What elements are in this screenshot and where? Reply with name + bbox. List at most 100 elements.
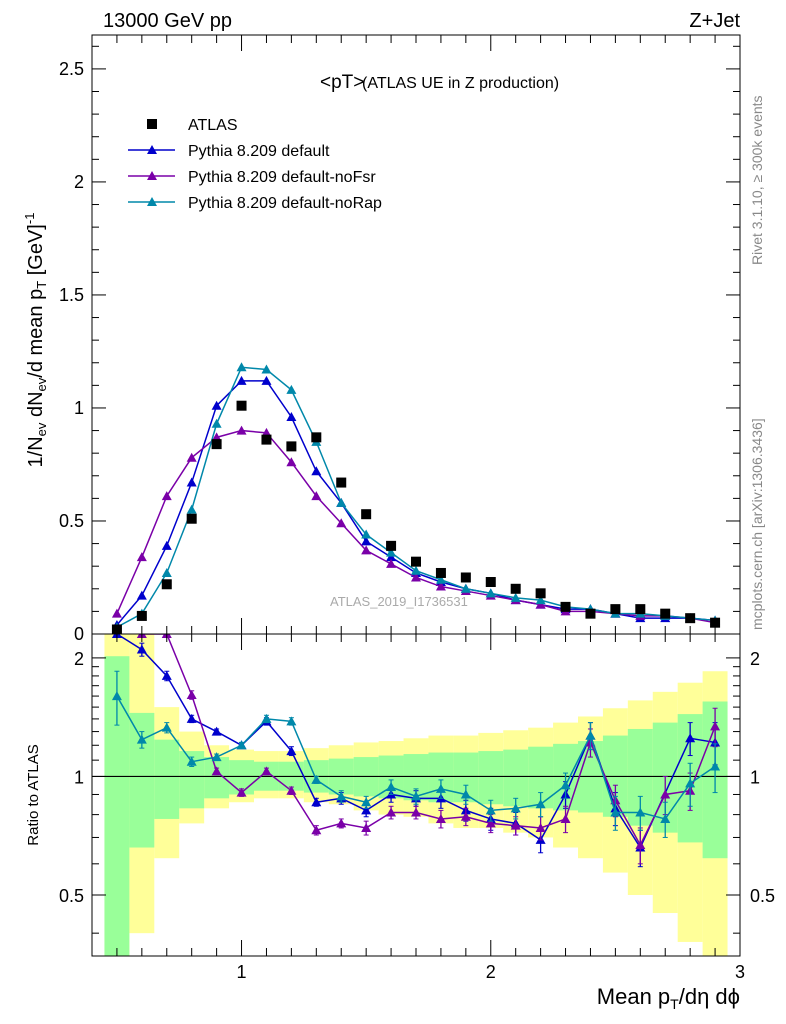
series-point [286, 457, 297, 467]
ratio-point [311, 774, 322, 784]
rivet-label: Rivet 3.1.10, ≥ 300k events [749, 95, 765, 265]
band-bin [154, 739, 180, 819]
legend-marker [147, 171, 157, 180]
ratio-point [685, 733, 696, 743]
ratio-point [386, 782, 397, 792]
ratio-point [211, 726, 222, 736]
ratio-point [610, 807, 621, 817]
y-tick-label: 1 [74, 398, 84, 418]
ratio-point [560, 780, 571, 790]
data-point [386, 540, 397, 551]
series-point [136, 590, 147, 600]
ratio-point [685, 778, 696, 788]
ratio-point [161, 670, 172, 680]
data-point [211, 439, 222, 450]
ratio-point [710, 761, 721, 771]
series-point [535, 599, 546, 609]
series-line [116, 380, 716, 626]
ratio-point [186, 756, 197, 766]
ratio-point [660, 789, 671, 799]
series-point [460, 583, 471, 593]
series-point [211, 432, 222, 442]
x-axis-label: Mean pT/dη dϕ [597, 984, 740, 1012]
y-tick-label: 2 [74, 172, 84, 192]
data-point [361, 509, 372, 520]
series-point [411, 565, 421, 575]
ratio-point [111, 691, 122, 701]
ratio-point [336, 791, 347, 801]
legend-marker [147, 119, 157, 129]
ratio-point [411, 807, 421, 817]
ratio-point [211, 766, 222, 776]
data-point [236, 400, 247, 411]
ratio-point [635, 807, 646, 817]
y-tick-label: 0.5 [59, 511, 84, 531]
series-point [361, 545, 372, 555]
watermark: ATLAS_2019_I1736531 [330, 594, 468, 609]
ratio-point [535, 799, 546, 809]
ratio-point [161, 722, 172, 732]
ratio-point [261, 766, 272, 776]
ratio-point [136, 734, 147, 744]
series-point [111, 608, 122, 618]
series-point [435, 581, 446, 591]
ratio-y-tick-label-right: 0.5 [750, 886, 775, 906]
ratio-point [485, 805, 496, 815]
legend: ATLAS Pythia 8.209 default Pythia 8.209 de… [128, 117, 382, 212]
series-point [186, 452, 197, 462]
data-point [510, 583, 521, 594]
ratio-point [311, 825, 322, 835]
ratio-y-tick-label-right: 2 [750, 649, 760, 669]
series-line [116, 366, 716, 628]
ratio-point [236, 787, 247, 797]
series-point [361, 536, 372, 546]
header-left: 13000 GeV pp [103, 10, 232, 32]
ratio-point [460, 789, 471, 799]
y-axis-label-main: 1/Nev dNev/d mean pT [GeV]-1 [22, 213, 49, 468]
ratio-point [361, 822, 372, 832]
ratio-point [261, 713, 272, 723]
data-point [610, 604, 621, 615]
series-point [261, 427, 272, 437]
legend-label: Pythia 8.209 default-noRap [188, 195, 382, 212]
ratio-point [286, 716, 297, 726]
ratio-point [535, 822, 546, 832]
ratio-point [211, 752, 222, 762]
data-point [535, 588, 546, 599]
series-point [286, 412, 297, 422]
data-point [660, 608, 671, 619]
series-point [136, 552, 147, 562]
series-point [261, 375, 272, 385]
ratio-point [136, 644, 147, 654]
series-point [186, 477, 197, 487]
ratio-y-tick-label-right: 1 [750, 767, 760, 787]
ratio-point [186, 690, 197, 700]
data-point [411, 556, 421, 567]
series-point [311, 466, 322, 476]
series-point [386, 558, 397, 568]
ratio-point [411, 791, 421, 801]
series-point [161, 540, 172, 550]
header-right: Z+Jet [689, 10, 740, 32]
data-point [460, 572, 471, 583]
data-point [635, 604, 646, 615]
ratio-point [286, 746, 297, 756]
series-point [236, 375, 247, 385]
mcplots-label: mcplots.cern.ch [arXiv:1306.3436] [749, 418, 765, 630]
ratio-point [435, 783, 446, 793]
series-pythia-8-209-default-norap [111, 362, 721, 632]
series-point [261, 364, 272, 374]
ratio-point [510, 803, 521, 813]
legend-marker [147, 145, 157, 154]
series-point [211, 400, 222, 410]
series-point [510, 592, 521, 602]
series-point [386, 547, 397, 557]
series-point [336, 518, 347, 528]
ratio-point [510, 820, 521, 830]
data-point [186, 513, 197, 524]
series-point [236, 425, 247, 435]
ratio-point [585, 730, 596, 740]
data-point [161, 579, 172, 590]
data-point [710, 617, 721, 628]
x-tick-label: 3 [735, 962, 745, 982]
